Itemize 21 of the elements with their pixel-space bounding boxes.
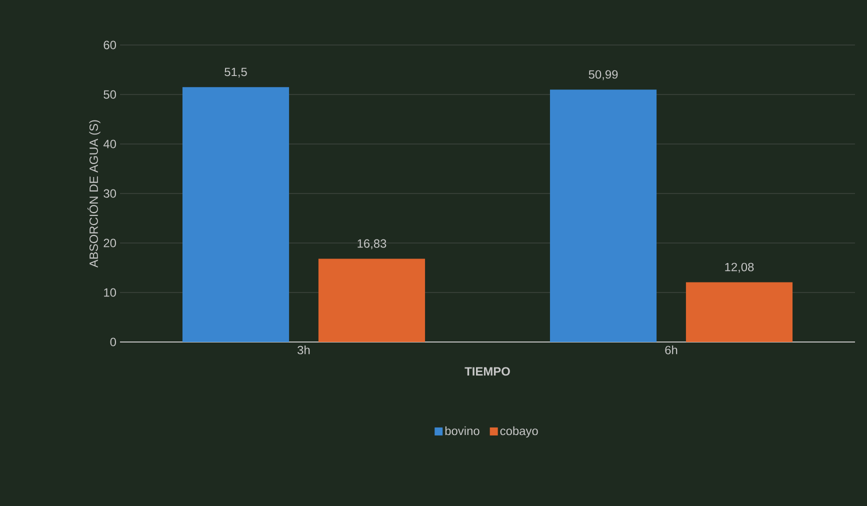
y-tick-label: 30 <box>104 189 116 198</box>
y-tick-label: 0 <box>110 338 116 346</box>
y-axis-title: ABSORCIÓN DE AGUA (S) <box>88 120 100 268</box>
data-label: 16,83 <box>358 239 386 250</box>
legend-label: cobayo <box>500 426 538 438</box>
bar <box>318 258 426 342</box>
x-tick-label: 6h <box>665 346 678 354</box>
y-tick-label: 60 <box>104 40 116 50</box>
y-tick-label: 10 <box>104 288 116 297</box>
bar <box>550 90 657 342</box>
data-label: 12,08 <box>725 262 754 273</box>
legend-label: bovino <box>445 426 480 436</box>
data-label: 50,99 <box>588 70 618 80</box>
bar <box>182 87 290 342</box>
x-tick-label: 3h <box>298 346 310 354</box>
data-label: 51,5 <box>224 68 247 78</box>
x-axis-title: TIEMPO <box>464 367 510 376</box>
y-tick-label: 20 <box>104 238 116 248</box>
y-tick-label: 50 <box>104 90 116 99</box>
y-tick-label: 40 <box>103 140 116 148</box>
bar <box>686 282 793 342</box>
